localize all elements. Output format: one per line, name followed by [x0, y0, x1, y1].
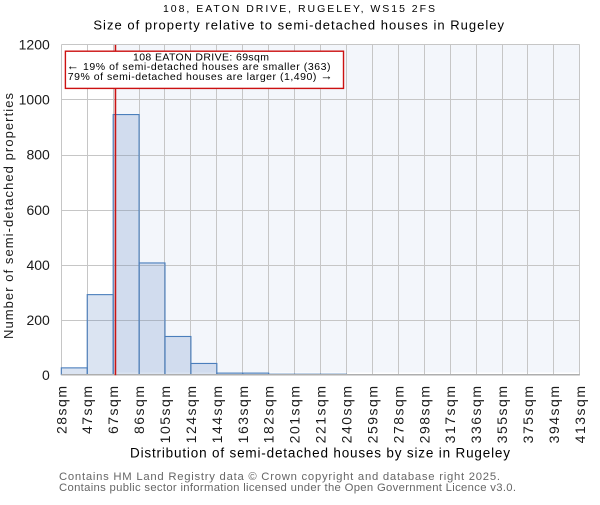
svg-text:394sqm: 394sqm — [546, 385, 562, 444]
svg-text:200: 200 — [26, 312, 50, 328]
svg-text:28sqm: 28sqm — [53, 385, 69, 435]
svg-text:86sqm: 86sqm — [131, 385, 147, 435]
svg-text:163sqm: 163sqm — [235, 385, 251, 444]
svg-text:105sqm: 105sqm — [157, 385, 173, 444]
svg-text:Contains public sector informa: Contains public sector information licen… — [59, 482, 516, 494]
svg-text:67sqm: 67sqm — [105, 385, 121, 435]
svg-text:298sqm: 298sqm — [416, 385, 432, 444]
svg-text:355sqm: 355sqm — [494, 385, 510, 444]
svg-text:Number of semi-detached proper: Number of semi-detached properties — [1, 92, 16, 338]
svg-text:124sqm: 124sqm — [183, 385, 199, 444]
svg-text:259sqm: 259sqm — [364, 385, 380, 444]
svg-text:Distribution of semi-detached: Distribution of semi-detached houses by … — [130, 446, 510, 461]
svg-text:317sqm: 317sqm — [442, 385, 458, 444]
svg-text:Size of property relative to s: Size of property relative to semi-detach… — [93, 18, 504, 33]
svg-text:1200: 1200 — [19, 37, 50, 53]
svg-text:800: 800 — [26, 147, 50, 163]
svg-text:79% of semi-detached houses ar: 79% of semi-detached houses are larger (… — [68, 69, 333, 83]
svg-text:278sqm: 278sqm — [390, 385, 406, 444]
svg-text:600: 600 — [26, 202, 50, 218]
svg-text:221sqm: 221sqm — [313, 385, 329, 444]
svg-text:0: 0 — [42, 367, 50, 383]
svg-text:47sqm: 47sqm — [79, 385, 95, 435]
svg-text:1000: 1000 — [19, 92, 50, 108]
svg-text:375sqm: 375sqm — [520, 385, 536, 444]
svg-text:400: 400 — [26, 257, 50, 273]
svg-text:182sqm: 182sqm — [261, 385, 277, 444]
svg-text:201sqm: 201sqm — [287, 385, 303, 444]
svg-text:413sqm: 413sqm — [572, 385, 588, 444]
svg-text:240sqm: 240sqm — [338, 385, 354, 444]
svg-text:144sqm: 144sqm — [209, 385, 225, 444]
svg-text:336sqm: 336sqm — [468, 384, 484, 443]
